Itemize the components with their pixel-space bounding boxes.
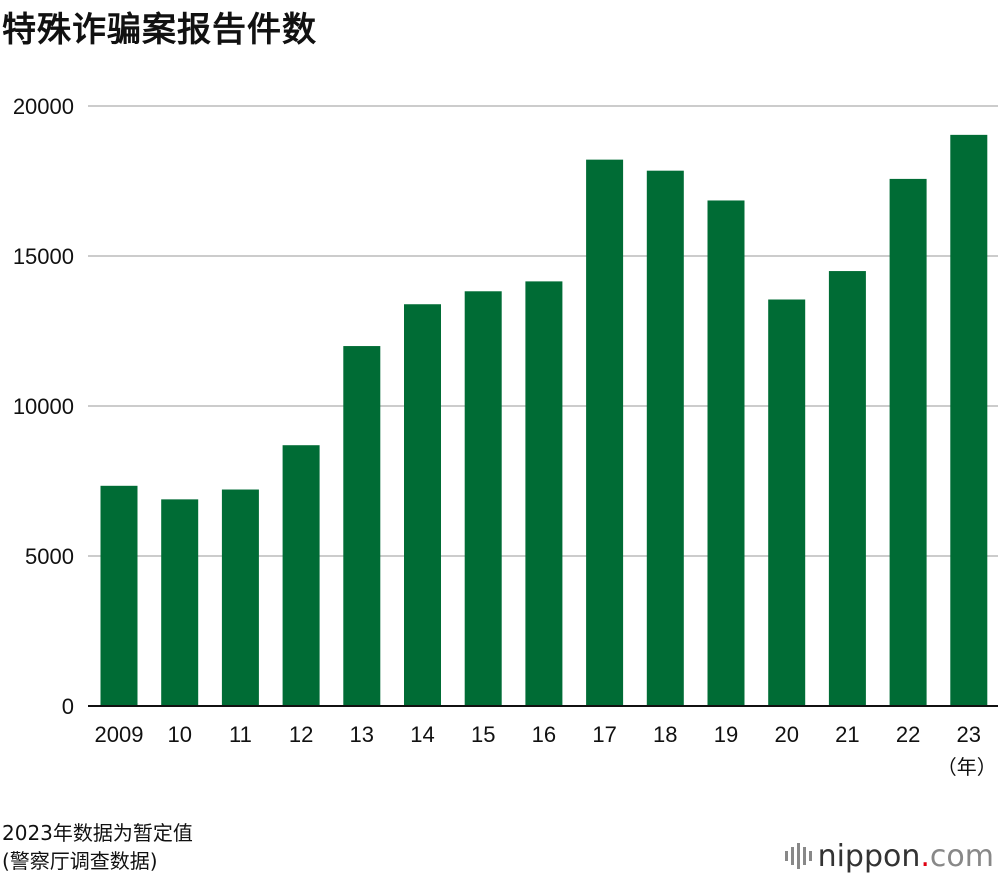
bar <box>100 485 138 706</box>
bar <box>707 200 745 706</box>
x-unit-label: （年） <box>937 755 997 779</box>
x-tick-label: 22 <box>896 722 920 747</box>
y-tick-label: 20000 <box>13 94 74 119</box>
bar <box>889 178 927 706</box>
logo-name: nippon <box>817 838 921 874</box>
x-tick-label: 11 <box>229 722 252 747</box>
x-tick-label: 13 <box>350 722 374 747</box>
x-tick-label: 15 <box>471 722 495 747</box>
x-tick-label: 19 <box>714 722 738 747</box>
x-tick-label: 2009 <box>95 722 144 747</box>
bar <box>646 170 684 706</box>
logo-suffix: com <box>929 838 994 874</box>
footnote-provisional: 2023年数据为暂定值 <box>2 821 193 845</box>
bar <box>161 499 199 706</box>
logo-dot: . <box>920 838 930 874</box>
x-tick-label: 17 <box>592 722 616 747</box>
bar <box>464 291 502 706</box>
x-tick-label: 10 <box>167 722 191 747</box>
y-tick-label: 0 <box>62 694 74 719</box>
x-tick-label: 18 <box>653 722 677 747</box>
chart-title: 特殊诈骗案报告件数 <box>2 10 317 50</box>
bar <box>282 445 320 706</box>
nippon-logo-text: nippon.com <box>818 839 994 874</box>
nippon-logo-icon <box>784 843 812 869</box>
bar <box>343 346 381 706</box>
x-tick-label: 14 <box>410 722 434 747</box>
bar <box>586 159 624 706</box>
bar <box>950 134 988 707</box>
x-tick-label: 12 <box>289 722 313 747</box>
x-tick-label: 23 <box>957 722 981 747</box>
y-tick-label: 5000 <box>25 544 74 569</box>
x-tick-label: 20 <box>774 722 798 747</box>
bar <box>404 304 441 706</box>
nippon-logo: nippon.com <box>784 838 994 874</box>
bar <box>221 489 259 706</box>
y-tick-label: 15000 <box>13 244 74 269</box>
x-tick-label: 21 <box>835 722 859 747</box>
x-tick-label: 16 <box>532 722 556 747</box>
footnote-source: (警察厅调查数据) <box>2 849 158 873</box>
bar <box>525 281 563 706</box>
bar-chart: 0 5000 10000 15000 20000 2009 10 11 12 13 14 15 16 17… <box>13 94 998 779</box>
bar <box>768 299 806 706</box>
y-tick-label: 10000 <box>13 394 74 419</box>
bar <box>828 271 866 706</box>
